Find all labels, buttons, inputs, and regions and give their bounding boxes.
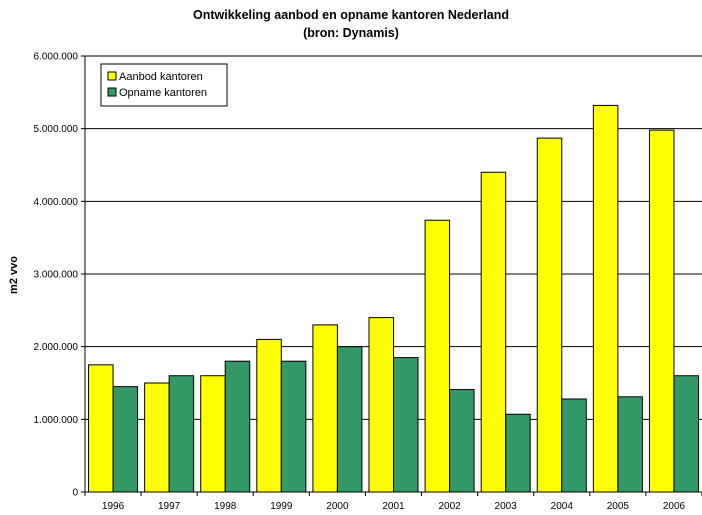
x-tick-labels: 1996 1997 1998 1999 2000 2001 2002 2003 2004 2005…: [102, 501, 686, 512]
y-tick-label: 3.000.000: [34, 270, 79, 281]
x-tick-label: 2001: [382, 501, 405, 512]
bar-opname-2000: [336, 346, 363, 493]
bars: [88, 104, 699, 493]
bar-opname-2004: [561, 398, 587, 493]
x-tick-label: 2006: [663, 501, 686, 512]
bar-opname-1998: [224, 360, 251, 493]
x-tick-label: 1996: [102, 501, 125, 512]
y-tick-label: 1.000.000: [34, 415, 79, 426]
bar-aanbod-2000: [312, 324, 338, 493]
bar-opname-1999: [280, 360, 307, 493]
bar-aanbod-2006: [648, 129, 675, 493]
y-tick-label: 0: [72, 488, 78, 499]
bar-opname-2003: [505, 413, 531, 493]
y-tick-label: 4.000.000: [34, 197, 79, 208]
bar-aanbod-2004: [536, 137, 563, 493]
chart-subtitle: (bron: Dynamis): [303, 26, 399, 40]
bar-aanbod-2001: [368, 317, 394, 493]
legend-label: Opname kantoren: [119, 87, 207, 99]
legend-swatch: [107, 87, 117, 97]
bar-aanbod-2005: [592, 104, 619, 493]
x-tick-label: 2004: [551, 501, 574, 512]
bar-opname-1997: [168, 375, 195, 493]
bar-aanbod-2003: [480, 171, 507, 493]
bar-aanbod-2002: [424, 219, 451, 493]
bar-opname-1996: [112, 386, 139, 493]
bar-aanbod-1997: [144, 382, 170, 493]
legend-swatch: [107, 71, 117, 81]
y-axis-label: m2 vvo: [8, 256, 20, 294]
bar-aanbod-1996: [88, 364, 114, 493]
y-tick-label: 6.000.000: [34, 52, 79, 63]
x-tick-label: 1999: [270, 501, 293, 512]
legend-box: [100, 63, 228, 107]
x-tick-label: 2002: [438, 501, 461, 512]
x-tick-label: 2005: [607, 501, 630, 512]
y-tick-label: 2.000.000: [34, 342, 79, 353]
legend-label: Aanbod kantoren: [119, 71, 203, 83]
y-tick-label: 5.000.000: [34, 124, 79, 135]
x-tick-label: 2000: [326, 501, 349, 512]
y-tick-labels: 0 1.000.000 2.000.000 3.000.000 4.000.000 5.0…: [34, 52, 79, 499]
x-tick-label: 1997: [158, 501, 181, 512]
legend: Aanbod kantoren Opname kantoren: [100, 63, 228, 107]
bar-opname-2006: [673, 375, 699, 493]
x-tick-label: 1998: [214, 501, 237, 512]
bar-aanbod-1999: [256, 338, 282, 493]
bar-opname-2001: [393, 357, 419, 493]
axes: [81, 55, 702, 496]
bar-opname-2005: [617, 396, 643, 493]
bar-aanbod-1998: [200, 375, 226, 493]
bar-opname-2002: [449, 389, 475, 493]
chart-title: Ontwikkeling aanbod en opname kantoren N…: [193, 8, 509, 22]
x-tick-label: 2003: [495, 501, 518, 512]
